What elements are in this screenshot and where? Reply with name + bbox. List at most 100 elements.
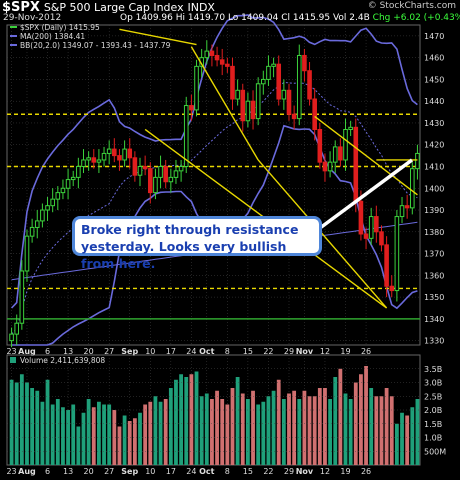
- candle-body: [96, 159, 102, 163]
- volume-bar: [86, 399, 91, 465]
- candle-body: [122, 148, 127, 161]
- candle-body: [101, 152, 107, 161]
- candle-body: [348, 126, 353, 130]
- candle-body: [183, 105, 189, 167]
- volume-bar: [102, 404, 106, 465]
- candle-body: [338, 146, 343, 161]
- x-tick-label: 13: [63, 347, 73, 356]
- candle-body: [19, 270, 25, 324]
- volume-bar: [256, 404, 261, 465]
- volume-tick-label: 3.5B: [424, 365, 442, 374]
- volume-bar: [112, 410, 117, 465]
- candle-body: [230, 65, 235, 100]
- x-tick-label: 12: [320, 347, 330, 356]
- volume-x-tick-label: 24: [186, 467, 196, 476]
- price-tick-label: 1440: [424, 97, 444, 106]
- volume-bar: [394, 423, 399, 465]
- candle-body: [379, 231, 384, 246]
- volume-bar: [317, 388, 322, 465]
- volume-x-tick-label: 15: [243, 467, 253, 476]
- volume-bar: [302, 390, 307, 465]
- price-tick-label: 1410: [424, 162, 444, 171]
- candle-body: [106, 148, 112, 154]
- volume-x-tick-label: 22: [263, 467, 273, 476]
- x-tick-label: Sep: [121, 347, 138, 356]
- volume-bar: [240, 393, 245, 465]
- volume-bar: [312, 396, 317, 465]
- candle-body: [261, 78, 266, 85]
- x-tick-label: 8: [225, 347, 230, 356]
- volume-bar: [359, 374, 363, 465]
- candle-body: [353, 126, 359, 202]
- volume-bar: [76, 426, 81, 465]
- x-tick-label: 15: [243, 347, 253, 356]
- candle-body: [399, 205, 405, 218]
- bollinger-upper-band: [11, 14, 418, 309]
- volume-tick-label: 1.0B: [424, 434, 442, 443]
- volume-x-tick-label: Aug: [18, 467, 36, 476]
- volume-bar: [55, 399, 60, 465]
- legend-bollinger: BB(20,2.0) 1349.07 - 1393.43 - 1437.79: [20, 41, 171, 50]
- volume-bar: [266, 396, 271, 465]
- volume-tick-label: 500M: [424, 447, 446, 456]
- candle-body: [327, 161, 333, 172]
- price-tick-label: 1460: [424, 54, 444, 63]
- trendline: [314, 115, 418, 196]
- candle-body: [374, 216, 379, 233]
- price-tick-label: 1450: [424, 75, 444, 84]
- price-tick-label: 1400: [424, 184, 444, 193]
- volume-bar: [127, 421, 132, 465]
- volume-tick-label: 2.0B: [424, 406, 442, 415]
- volume-bar: [174, 379, 178, 465]
- candle-body: [76, 165, 81, 178]
- volume-bar: [50, 404, 55, 465]
- candle-body: [245, 100, 251, 122]
- candle-body: [70, 176, 76, 181]
- candle-body: [281, 89, 287, 100]
- trendline: [257, 159, 388, 309]
- legend-volume-swatch: [10, 357, 16, 363]
- brand-watermark: © StockCharts.com: [367, 1, 456, 11]
- candle-body: [343, 128, 348, 161]
- annotation-line-1: Broke right through resistance: [81, 222, 299, 237]
- legend-price: $SPX (Daily) 1415.95: [20, 23, 100, 32]
- legend-volume: Volume 2,411,639,808: [20, 356, 105, 365]
- candle-body: [137, 165, 143, 176]
- volume-bar: [153, 396, 158, 465]
- price-tick-label: 1380: [424, 228, 444, 237]
- volume-bar: [199, 396, 204, 465]
- x-tick-label: 20: [84, 347, 94, 356]
- volume-bar: [189, 374, 194, 465]
- candle-body: [266, 65, 271, 80]
- candle-body: [276, 63, 282, 100]
- volume-bar: [40, 401, 45, 465]
- candle-body: [250, 100, 256, 120]
- candle-body: [173, 170, 179, 178]
- volume-bar: [271, 390, 276, 465]
- candle-body: [29, 226, 35, 237]
- x-tick-label: 6: [45, 347, 50, 356]
- x-tick-label: 27: [104, 347, 114, 356]
- volume-tick-label: 2.5B: [424, 392, 442, 401]
- volume-bar: [179, 374, 184, 465]
- price-tick-label: 1340: [424, 315, 444, 324]
- volume-bar: [25, 382, 29, 465]
- volume-bar: [328, 399, 332, 465]
- candle-body: [409, 168, 415, 209]
- candle-body: [415, 152, 420, 170]
- x-tick-label: 26: [361, 347, 371, 356]
- candle-body: [86, 157, 91, 161]
- candle-body: [404, 205, 410, 209]
- volume-x-tick-label: 10: [145, 467, 155, 476]
- volume-x-tick-label: 17: [166, 467, 176, 476]
- candle-body: [271, 63, 276, 67]
- candle-body: [112, 148, 117, 157]
- candle-body: [14, 322, 20, 335]
- x-tick-label: Aug: [18, 347, 36, 356]
- volume-bar: [297, 399, 302, 465]
- volume-bar: [158, 401, 163, 465]
- volume-bar: [97, 401, 101, 465]
- volume-bar: [307, 396, 312, 465]
